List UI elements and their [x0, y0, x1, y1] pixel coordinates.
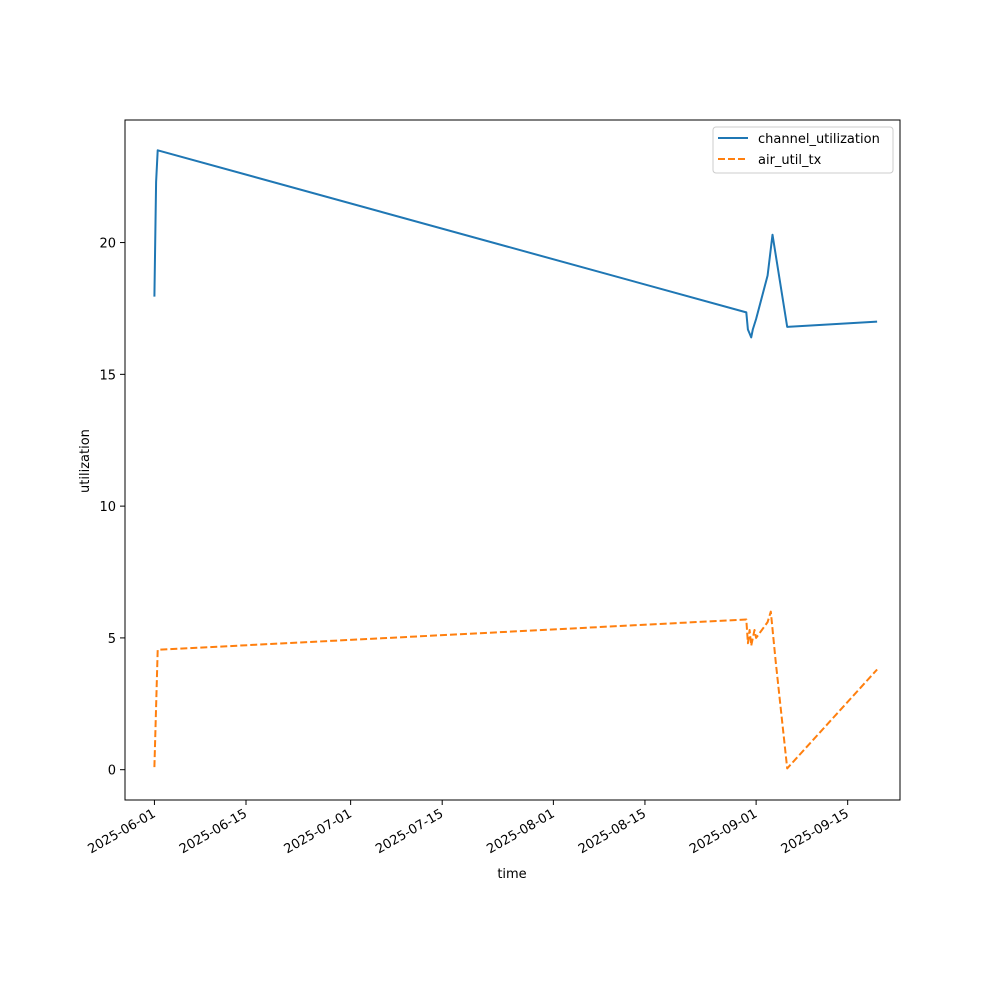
legend-box: [712, 126, 894, 174]
y-tick-label: 10: [99, 500, 116, 515]
y-tick-label: 5: [108, 632, 116, 647]
y-tick-label: 0: [108, 764, 116, 779]
y-tick-label: 20: [99, 237, 116, 252]
legend-label-air-util-tx: air_util_tx: [758, 153, 822, 168]
y-axis-ticks: 0 5 10 15 20: [99, 237, 125, 779]
series-line-air-util-tx: [153, 610, 878, 770]
x-axis-title: time: [497, 867, 526, 882]
series-line-channel-utilization: [153, 149, 878, 339]
y-axis-title: utilization: [78, 429, 93, 493]
plot-frame: [124, 119, 901, 801]
legend: channel_utilization air_util_tx: [712, 126, 894, 174]
plot-lines: [153, 149, 878, 770]
y-tick-label: 15: [99, 368, 116, 383]
legend-label-channel-utilization: channel_utilization: [758, 132, 880, 147]
